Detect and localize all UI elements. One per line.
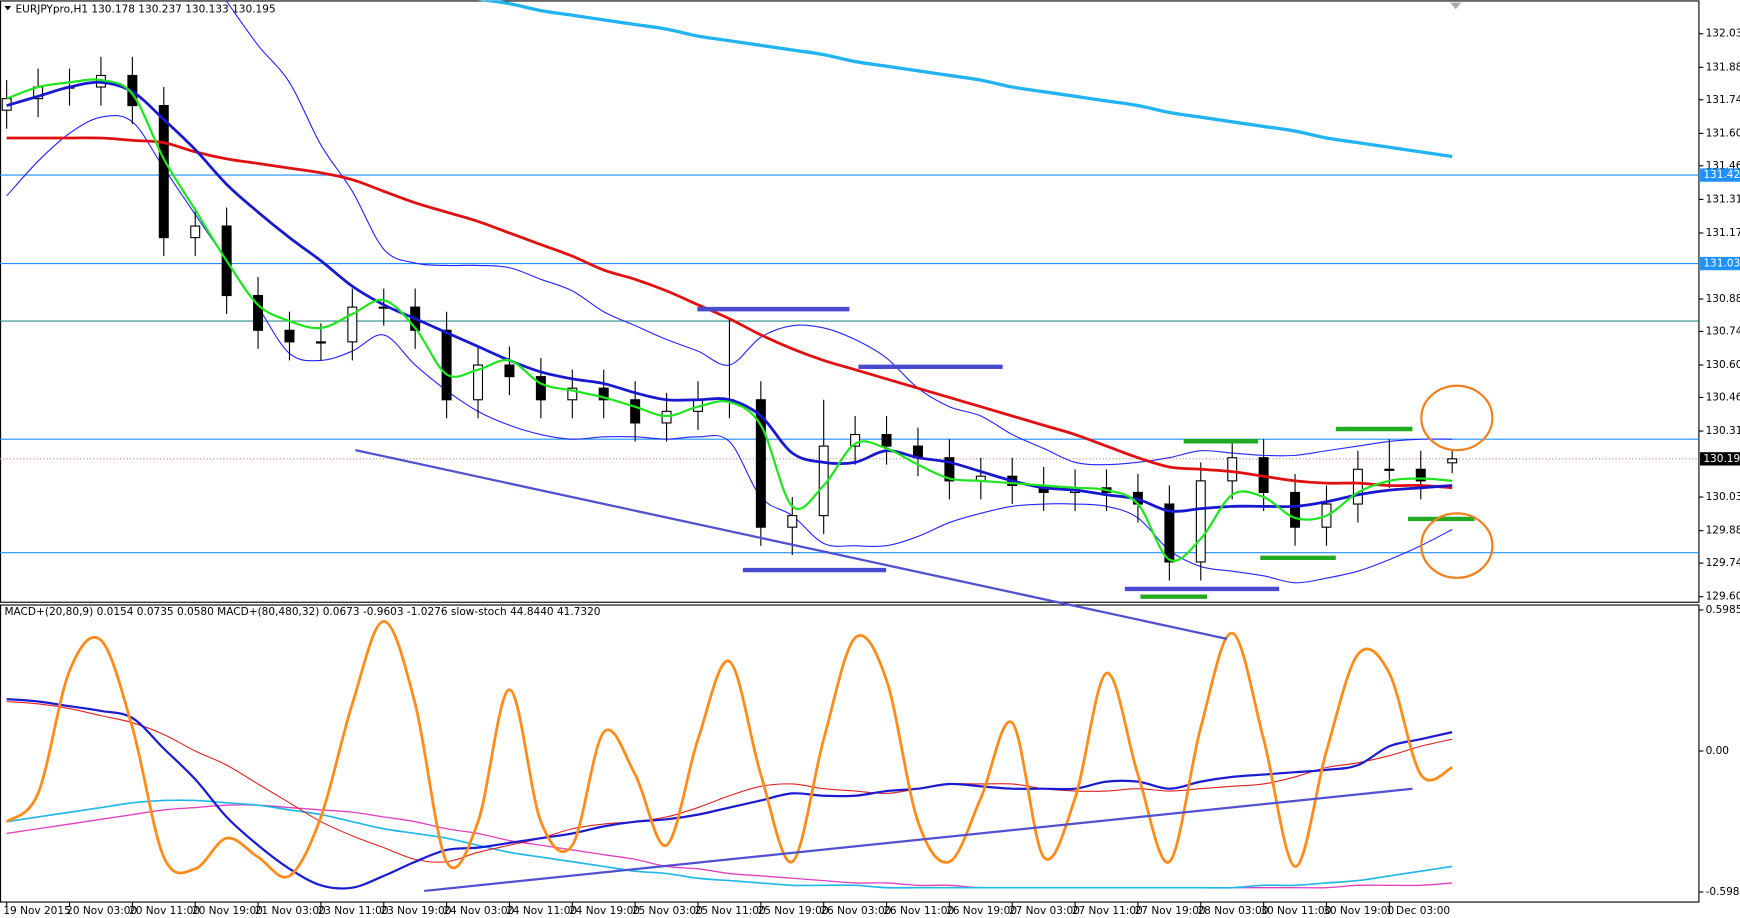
x-tick-label: 26 Nov 19:00 [946,905,1017,917]
candle-body [158,105,169,239]
x-tick-label: 20 Nov 03:00 [66,905,137,917]
chart-title: EURJPYpro,H1 130.178 130.237 130.133 130… [16,3,276,15]
price-plot [0,0,1699,584]
annotations [4,2,1494,893]
candle-body [881,433,892,447]
x-tick-label: 21 Nov 03:00 [255,905,326,917]
x-tick-label: 24 Nov 11:00 [506,905,577,917]
x-tick-label: 25 Nov 11:00 [695,905,766,917]
y-tick-label: 130.745 [1706,325,1740,337]
x-tick-label: 27 Nov 03:00 [1009,905,1080,917]
y-tick-label: 129.600 [1706,591,1740,603]
candle-body [1415,468,1426,482]
candle-body [284,329,295,343]
y-tick-label: 132.030 [1706,28,1740,40]
x-tick-label: 19 Nov 2015 [3,905,70,917]
x-tick-label: 28 Nov 03:00 [1197,905,1268,917]
candle-body [1164,503,1175,563]
candle-body [1195,480,1206,563]
candle-body [315,341,326,344]
x-tick-label: 25 Nov 19:00 [758,905,829,917]
y-tick-label: 0.00 [1706,745,1729,757]
x-tick-label: 24 Nov 19:00 [569,905,640,917]
candle-body [598,387,609,401]
candle-body [787,515,798,528]
y-tick-label: 129.885 [1706,525,1740,537]
candle-body [1384,468,1395,471]
y-tick-label: 130.885 [1706,293,1740,305]
y-tick-label: 131.745 [1706,94,1740,106]
x-tick-label: 20 Nov 11:00 [129,905,200,917]
x-tick-label: 27 Nov 11:00 [1072,905,1143,917]
x-tick-label: 20 Nov 19:00 [192,905,263,917]
price-label-box [1700,256,1740,271]
trendline [355,449,1228,640]
indicator-line [6,136,1453,490]
indicator-line [6,799,1453,889]
candle-body [535,376,546,401]
candle-body [755,399,766,528]
price-label: 131.420 [1703,169,1740,181]
indicator-pane [0,604,1700,903]
menu-arrow [4,5,12,11]
highlight-circle [1420,512,1494,579]
candle-body [944,457,955,482]
y-tick-label: 130.600 [1706,359,1740,371]
indicator-line [6,700,1453,863]
candle-body [441,329,452,401]
trendline [424,787,1413,893]
price-label: 131.038 [1703,258,1740,270]
indicator-line [6,78,1453,562]
indicator-plot [5,619,1453,890]
last-price-box [1700,452,1740,466]
candle-body [661,410,672,424]
candle-body [473,364,484,401]
candle-body [1290,491,1301,528]
y-tick-label: 130.315 [1706,425,1740,437]
candle-body [347,306,358,343]
x-tick-label: 30 Nov 19:00 [1323,905,1394,917]
x-tick-label: 23 Nov 11:00 [318,905,389,917]
candle-body [1447,458,1458,464]
y-tick-label: 129.745 [1706,557,1740,569]
price-label-box [1700,168,1740,182]
indicator-title: MACD+(20,80,9) 0.0154 0.0735 0.0580 MACD… [4,606,600,618]
indicator-line [5,619,1453,879]
highlight-circle [1420,384,1494,452]
candle-body [850,433,861,447]
candle-body [1227,457,1238,482]
x-tick-label: 26 Nov 03:00 [820,905,891,917]
candle-body [630,399,641,424]
indicator-line [6,80,1453,513]
indicator-line [6,698,1453,890]
candle-body [504,364,515,378]
x-tick-label: 1 Dec 03:00 [1386,905,1450,917]
y-tick-label: -0.5985 [1706,886,1740,898]
shift-marker [1450,2,1462,10]
y-tick-label: 130.460 [1706,391,1740,403]
y-tick-label: 131.600 [1706,127,1740,139]
last-price-label: 130.195 [1703,453,1740,465]
x-tick-label: 30 Nov 11:00 [1260,905,1331,917]
y-tick-label: 131.170 [1706,227,1740,239]
indicator-line [477,0,1453,159]
x-tick-label: 27 Nov 19:00 [1135,905,1206,917]
candle-body [253,294,264,331]
y-tick-label: 131.315 [1706,193,1740,205]
x-tick-label: 26 Nov 11:00 [883,905,954,917]
y-tick-label: 130.030 [1706,491,1740,503]
price-pane [0,0,1700,603]
y-tick-label: 131.885 [1706,61,1740,73]
y-tick-label: 0.5985 [1706,604,1740,616]
x-tick-label: 24 Nov 03:00 [443,905,514,917]
x-tick-label: 23 Nov 19:00 [380,905,451,917]
x-tick-label: 25 Nov 03:00 [632,905,703,917]
candle-body [190,225,201,239]
candle-body [567,387,578,401]
indicator-line [226,1,1453,466]
candle-body [1352,468,1363,505]
